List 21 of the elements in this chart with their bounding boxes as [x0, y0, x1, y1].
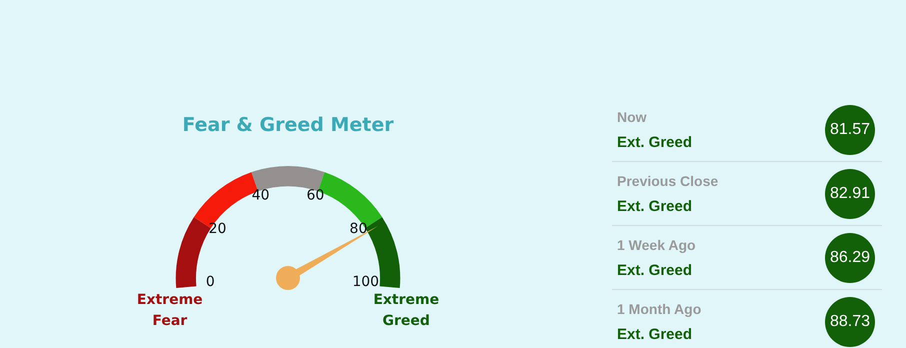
data-label: 82.91	[825, 169, 875, 219]
category-label: Previous Close	[617, 173, 718, 189]
text: Ext. Greed	[617, 198, 692, 215]
data-label: 81.57	[825, 105, 875, 155]
text: 0	[206, 274, 215, 290]
text: 60	[306, 187, 324, 204]
text: Ext. Greed	[617, 262, 692, 279]
text: 80	[350, 221, 368, 238]
category-label: Now	[617, 109, 647, 125]
text: 40	[252, 187, 270, 204]
slice-label: Extreme Fear	[136, 292, 203, 329]
data-label: 86.29	[825, 233, 875, 283]
text: Ext. Greed	[617, 134, 692, 151]
chart-title: Fear & Greed Meter	[181, 114, 395, 136]
slice-label: Extreme Greed	[373, 292, 440, 329]
category-label: 1 Month Ago	[617, 301, 702, 317]
text: 20	[208, 221, 226, 238]
text: 100	[352, 274, 380, 290]
category-label: 1 Week Ago	[617, 237, 696, 253]
data-label: 88.73	[825, 297, 875, 347]
text: Ext. Greed	[617, 326, 692, 343]
